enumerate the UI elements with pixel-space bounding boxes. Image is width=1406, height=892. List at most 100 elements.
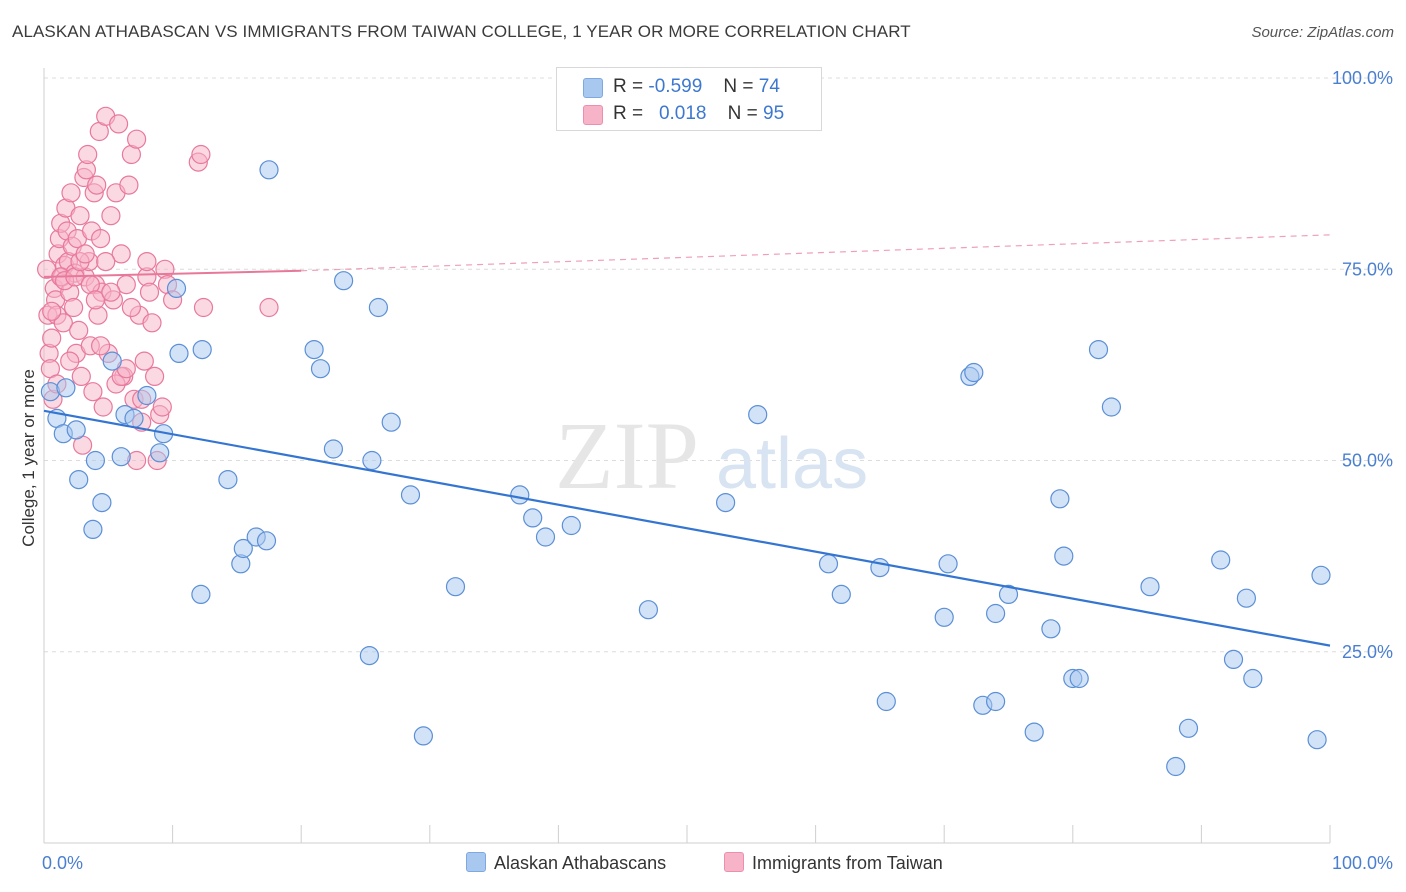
point-athabascan	[381, 412, 401, 432]
legend-n-value: 74	[758, 76, 780, 97]
point-taiwan	[63, 297, 84, 318]
point-taiwan	[60, 351, 80, 371]
point-athabascan	[150, 443, 170, 463]
legend-swatch-pink	[583, 105, 603, 125]
point-athabascan	[1223, 649, 1244, 670]
point-athabascan	[1211, 550, 1231, 570]
point-athabascan	[368, 297, 388, 318]
point-athabascan	[233, 538, 253, 559]
point-athabascan	[256, 531, 277, 551]
point-athabascan	[748, 405, 768, 425]
point-taiwan	[145, 366, 165, 386]
point-taiwan	[193, 297, 214, 318]
point-athabascan	[169, 343, 189, 363]
point-taiwan	[121, 297, 141, 318]
point-athabascan	[400, 485, 421, 505]
y-tick-label: 100.0%	[1332, 68, 1393, 88]
point-taiwan	[90, 336, 111, 356]
series-athabascan-points	[40, 160, 1331, 777]
x-tick-label: 100.0%	[1332, 853, 1393, 873]
point-taiwan	[137, 252, 157, 272]
point-taiwan	[78, 144, 98, 165]
point-athabascan	[985, 691, 1006, 712]
y-tick-label: 25.0%	[1342, 642, 1393, 662]
point-athabascan	[1101, 397, 1122, 417]
point-athabascan	[137, 385, 157, 406]
axes	[43, 68, 1331, 844]
point-athabascan	[1088, 340, 1109, 360]
point-taiwan	[69, 320, 89, 340]
point-athabascan	[998, 584, 1019, 605]
point-taiwan	[111, 244, 131, 264]
point-taiwan	[42, 301, 62, 321]
legend-r-label: R =	[613, 103, 644, 124]
point-athabascan	[323, 439, 343, 459]
trend-line-taiwan	[43, 269, 302, 278]
point-athabascan	[510, 485, 530, 505]
point-athabascan	[362, 450, 382, 471]
point-athabascan	[1243, 668, 1263, 689]
point-athabascan	[1307, 730, 1327, 750]
point-athabascan	[1069, 668, 1089, 689]
point-athabascan	[1236, 588, 1257, 608]
point-taiwan	[127, 129, 147, 149]
y-tick-label: 75.0%	[1342, 259, 1393, 279]
point-athabascan	[523, 508, 543, 528]
legend-r-value: -0.599	[648, 76, 703, 97]
point-athabascan	[831, 584, 851, 605]
point-athabascan	[938, 554, 958, 574]
point-taiwan	[93, 397, 113, 417]
point-athabascan	[218, 470, 238, 490]
point-athabascan	[102, 351, 122, 371]
point-athabascan	[1311, 565, 1331, 585]
point-athabascan	[166, 278, 187, 298]
point-athabascan	[259, 160, 279, 180]
point-taiwan	[87, 175, 107, 195]
watermark-atlas: atlas	[716, 424, 868, 504]
point-athabascan	[66, 420, 86, 440]
point-athabascan	[1050, 489, 1070, 509]
bottom-legend-athabascan: Alaskan Athabascans	[466, 852, 666, 874]
bottom-legend-taiwan: Immigrants from Taiwan	[724, 852, 943, 874]
point-athabascan	[934, 607, 954, 627]
point-taiwan	[259, 297, 279, 318]
point-taiwan	[108, 114, 129, 134]
y-axis-label: College, 1 year or more	[19, 369, 38, 547]
point-taiwan	[96, 252, 116, 272]
point-taiwan	[75, 244, 95, 264]
bottom-legend-label: Alaskan Athabascans	[494, 853, 667, 873]
point-athabascan	[334, 271, 354, 291]
point-taiwan	[71, 366, 91, 386]
legend-n-label: N =	[727, 103, 758, 124]
point-athabascan	[83, 519, 103, 540]
point-athabascan	[124, 408, 144, 428]
point-athabascan	[445, 577, 466, 597]
legend-n-value: 95	[763, 103, 785, 124]
point-athabascan	[92, 493, 112, 513]
point-taiwan	[101, 282, 121, 302]
point-taiwan	[42, 328, 62, 348]
bottom-legend-label: Immigrants from Taiwan	[752, 853, 943, 873]
point-athabascan	[715, 493, 736, 513]
point-athabascan	[69, 470, 89, 490]
bottom-legend-swatch-pink	[724, 852, 744, 872]
correlation-legend: R = -0.599 N = 74 R = 0.018 N = 95	[556, 67, 822, 131]
point-athabascan	[1178, 718, 1199, 738]
point-athabascan	[111, 447, 131, 467]
legend-n-label: N =	[723, 76, 754, 97]
point-taiwan	[191, 144, 211, 165]
point-athabascan	[818, 554, 839, 574]
point-taiwan	[119, 175, 139, 195]
x-tick-label: 0.0%	[42, 853, 83, 873]
point-taiwan	[139, 282, 160, 302]
point-athabascan	[304, 340, 324, 360]
trend-line-taiwan-dashed	[301, 234, 1331, 272]
chart-title: ALASKAN ATHABASCAN VS IMMIGRANTS FROM TA…	[12, 22, 911, 41]
point-athabascan	[1166, 756, 1186, 777]
legend-swatch-blue	[583, 78, 603, 98]
point-athabascan	[413, 726, 433, 746]
legend-r-value: 0.018	[658, 103, 707, 124]
point-taiwan	[70, 206, 90, 226]
point-athabascan	[1140, 577, 1160, 597]
